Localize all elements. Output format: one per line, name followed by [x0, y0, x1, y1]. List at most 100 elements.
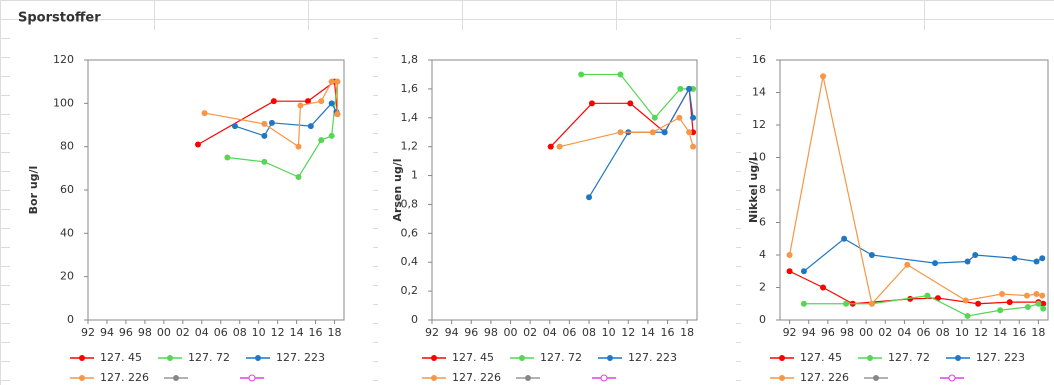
- y-tick-label: 100: [53, 96, 74, 109]
- x-tick-label: 14: [641, 326, 655, 339]
- x-tick-label: 14: [290, 326, 304, 339]
- y-tick-label: 0,4: [401, 255, 419, 268]
- data-point: [194, 141, 201, 148]
- y-tick-label: 20: [60, 270, 74, 283]
- y-tick-label: 0,8: [401, 197, 419, 210]
- data-point: [578, 71, 585, 78]
- data-point: [868, 300, 875, 307]
- y-tick-label: 1: [411, 169, 418, 182]
- data-point: [328, 132, 335, 139]
- y-tick-label: 8: [759, 183, 766, 196]
- x-tick-label: 00: [157, 326, 171, 339]
- data-point: [1033, 258, 1040, 265]
- sheet-title: Sporstoffer: [18, 11, 101, 26]
- data-point: [904, 261, 911, 268]
- data-point: [932, 260, 939, 267]
- legend-marker: [431, 355, 437, 361]
- x-tick-label: 02: [176, 326, 190, 339]
- y-tick-label: 2: [759, 281, 766, 294]
- x-tick-label: 10: [602, 326, 616, 339]
- x-tick-label: 16: [1012, 326, 1026, 339]
- data-point: [627, 100, 634, 107]
- y-tick-label: 1,4: [401, 111, 419, 124]
- x-tick-label: 18: [1031, 326, 1045, 339]
- data-point: [820, 284, 827, 291]
- data-point: [334, 78, 341, 85]
- plot-area: [87, 59, 345, 321]
- x-tick-label: 08: [233, 326, 247, 339]
- legend-marker: [955, 355, 961, 361]
- legend-marker: [873, 375, 879, 381]
- legend-marker: [79, 355, 85, 361]
- data-point: [997, 307, 1004, 314]
- data-point: [588, 100, 595, 107]
- x-tick-label: 06: [917, 326, 931, 339]
- y-tick-label: 16: [752, 53, 766, 66]
- data-point: [975, 300, 982, 307]
- data-point: [295, 143, 302, 150]
- series-line: [227, 81, 338, 178]
- data-point: [999, 291, 1006, 297]
- legend-marker: [867, 355, 873, 361]
- data-point: [1023, 292, 1030, 299]
- legend-label: 127. 72: [540, 351, 582, 364]
- legend-marker: [173, 375, 179, 381]
- data-point: [328, 100, 335, 107]
- x-tick-label: 02: [878, 326, 892, 339]
- legend-label: 127. 226: [452, 371, 501, 384]
- y-tick-label: 0,2: [401, 284, 419, 297]
- x-tick-label: 06: [214, 326, 228, 339]
- x-tick-label: 98: [484, 326, 498, 339]
- data-point: [924, 292, 931, 299]
- data-point: [261, 132, 268, 139]
- x-tick-label: 18: [328, 326, 342, 339]
- data-point: [676, 114, 683, 121]
- y-tick-label: 120: [53, 53, 74, 66]
- legend-marker: [255, 355, 261, 361]
- y-tick-label: 6: [759, 216, 766, 229]
- x-tick-label: 98: [840, 326, 854, 339]
- y-tick-label: 10: [752, 151, 766, 164]
- data-point: [270, 98, 277, 105]
- x-tick-label: 98: [138, 326, 152, 339]
- x-tick-label: 92: [425, 326, 439, 339]
- x-tick-label: 16: [661, 326, 675, 339]
- x-tick-label: 96: [119, 326, 133, 339]
- data-point: [304, 98, 311, 105]
- legend-marker: [948, 374, 956, 382]
- y-tick-label: 1,2: [401, 140, 419, 153]
- data-point: [334, 111, 341, 118]
- data-point: [964, 312, 971, 319]
- legend-label: 127. 72: [888, 351, 930, 364]
- data-point: [318, 98, 325, 105]
- plot-area: [431, 59, 698, 321]
- x-tick-label: 04: [195, 326, 209, 339]
- data-point: [307, 123, 314, 130]
- data-point: [800, 300, 807, 307]
- legend-marker: [779, 375, 785, 381]
- x-tick-label: 12: [621, 326, 635, 339]
- y-axis-label: Arsen ug/l: [391, 158, 404, 221]
- legend-label: 127. 226: [100, 371, 149, 384]
- legend-label: 127. 45: [800, 351, 842, 364]
- data-point: [1006, 299, 1013, 306]
- legend-marker: [779, 355, 785, 361]
- x-tick-label: 10: [252, 326, 266, 339]
- data-point: [1035, 300, 1042, 307]
- data-point: [686, 85, 693, 92]
- legend-marker: [607, 355, 613, 361]
- data-point: [224, 154, 231, 161]
- data-point: [661, 129, 668, 136]
- y-tick-label: 40: [60, 226, 74, 239]
- y-tick-label: 0: [67, 313, 74, 326]
- legend-marker: [431, 375, 437, 381]
- data-point: [962, 297, 969, 304]
- data-point: [677, 85, 684, 92]
- y-tick-label: 4: [759, 248, 766, 261]
- x-tick-label: 08: [582, 326, 596, 339]
- plot-area: [779, 59, 1049, 321]
- data-point: [556, 143, 563, 150]
- legend-marker: [519, 355, 525, 361]
- x-tick-label: 12: [271, 326, 285, 339]
